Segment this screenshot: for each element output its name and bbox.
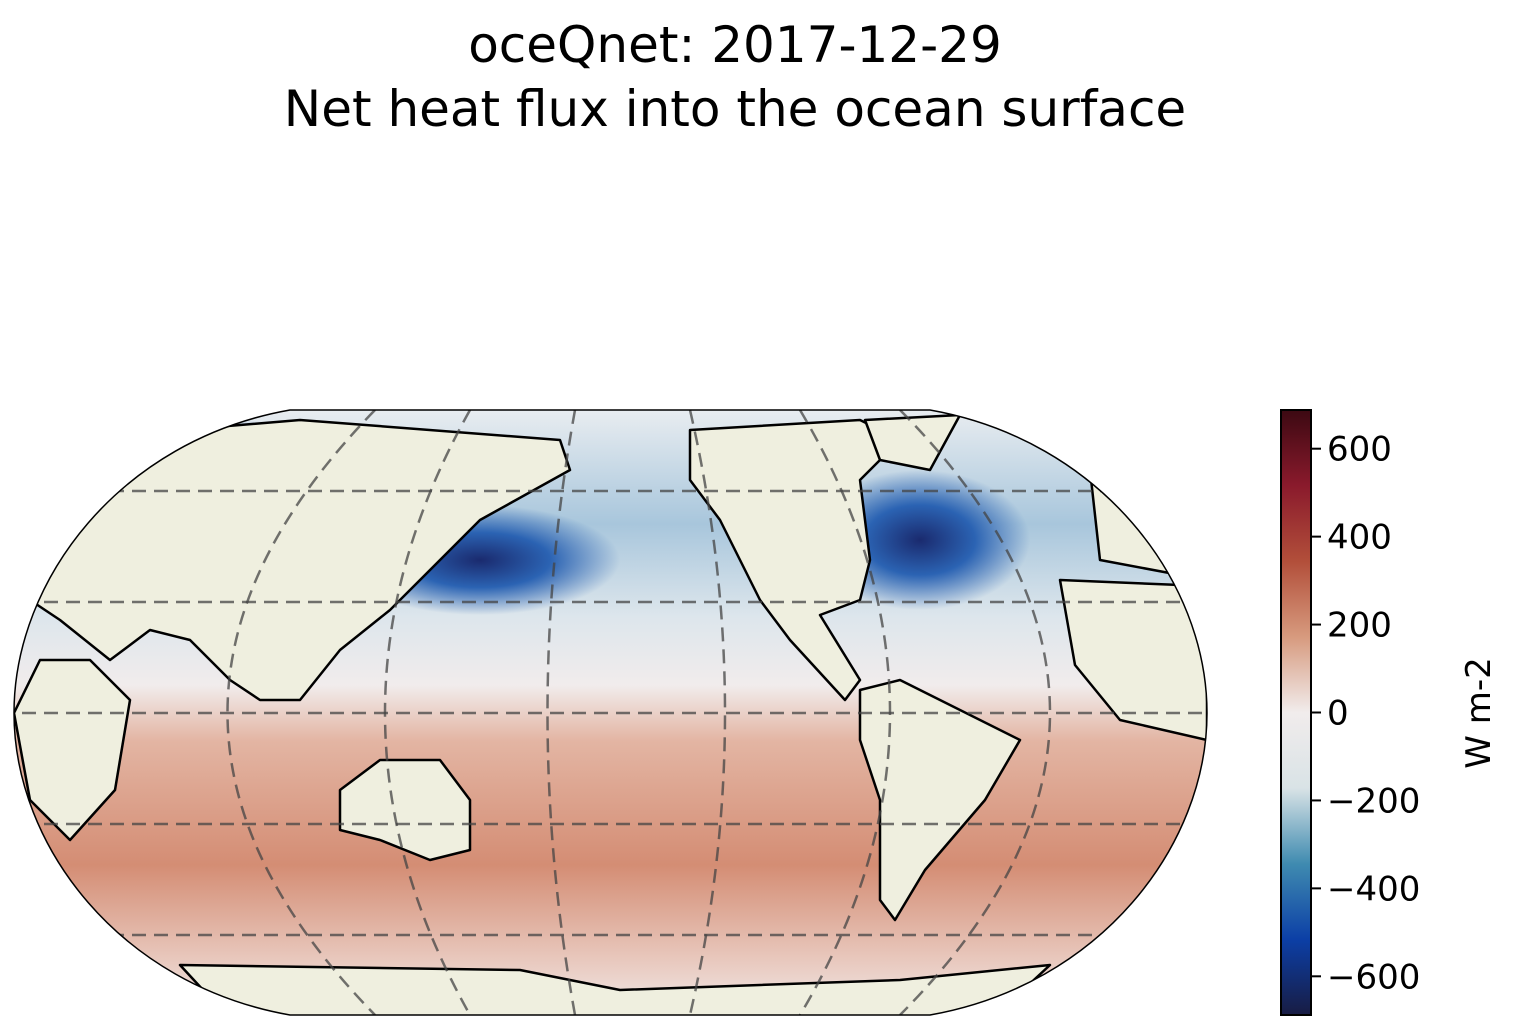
tick-label: −200 bbox=[1327, 781, 1420, 821]
greenland bbox=[863, 413, 962, 472]
colorbar-scale bbox=[1280, 409, 1312, 1016]
subtitle: Net heat flux into the ocean surface bbox=[284, 80, 1186, 138]
tick-label: 200 bbox=[1327, 606, 1392, 646]
tick-label: −400 bbox=[1327, 869, 1420, 909]
meridian bbox=[383, 410, 472, 1015]
meridian bbox=[226, 410, 376, 1015]
africa-west bbox=[14, 658, 132, 842]
meridian bbox=[899, 410, 1052, 1015]
colorbar: −600 −400 −200 0 200 400 600 bbox=[1280, 409, 1420, 1016]
tick-label: 600 bbox=[1327, 430, 1392, 470]
australia bbox=[338, 758, 472, 862]
antarctica bbox=[178, 963, 1052, 1015]
map-frame bbox=[13, 409, 1208, 1016]
graticule bbox=[14, 410, 1207, 1015]
south-america bbox=[858, 678, 1022, 922]
tick-label: 400 bbox=[1327, 518, 1392, 558]
tick-label: −600 bbox=[1327, 957, 1420, 997]
europe bbox=[1088, 468, 1182, 577]
map bbox=[14, 410, 1207, 1015]
colorbar-label: W m-2 bbox=[1459, 657, 1499, 768]
tick-label: 0 bbox=[1327, 694, 1349, 734]
meridian bbox=[798, 410, 892, 1015]
title: oceQnet: 2017-12-29 bbox=[468, 16, 1002, 74]
